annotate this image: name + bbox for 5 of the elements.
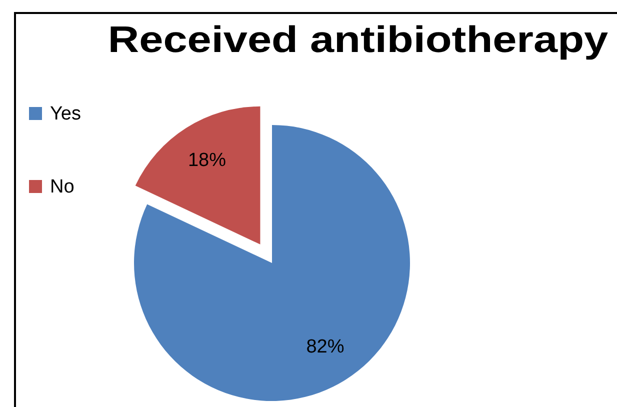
legend-label: No [50, 176, 74, 198]
data-label: 82% [306, 336, 344, 358]
data-label: 18% [188, 150, 226, 172]
legend-label: Yes [50, 104, 81, 124]
chart-title: Received antibiotherapy [108, 18, 609, 60]
